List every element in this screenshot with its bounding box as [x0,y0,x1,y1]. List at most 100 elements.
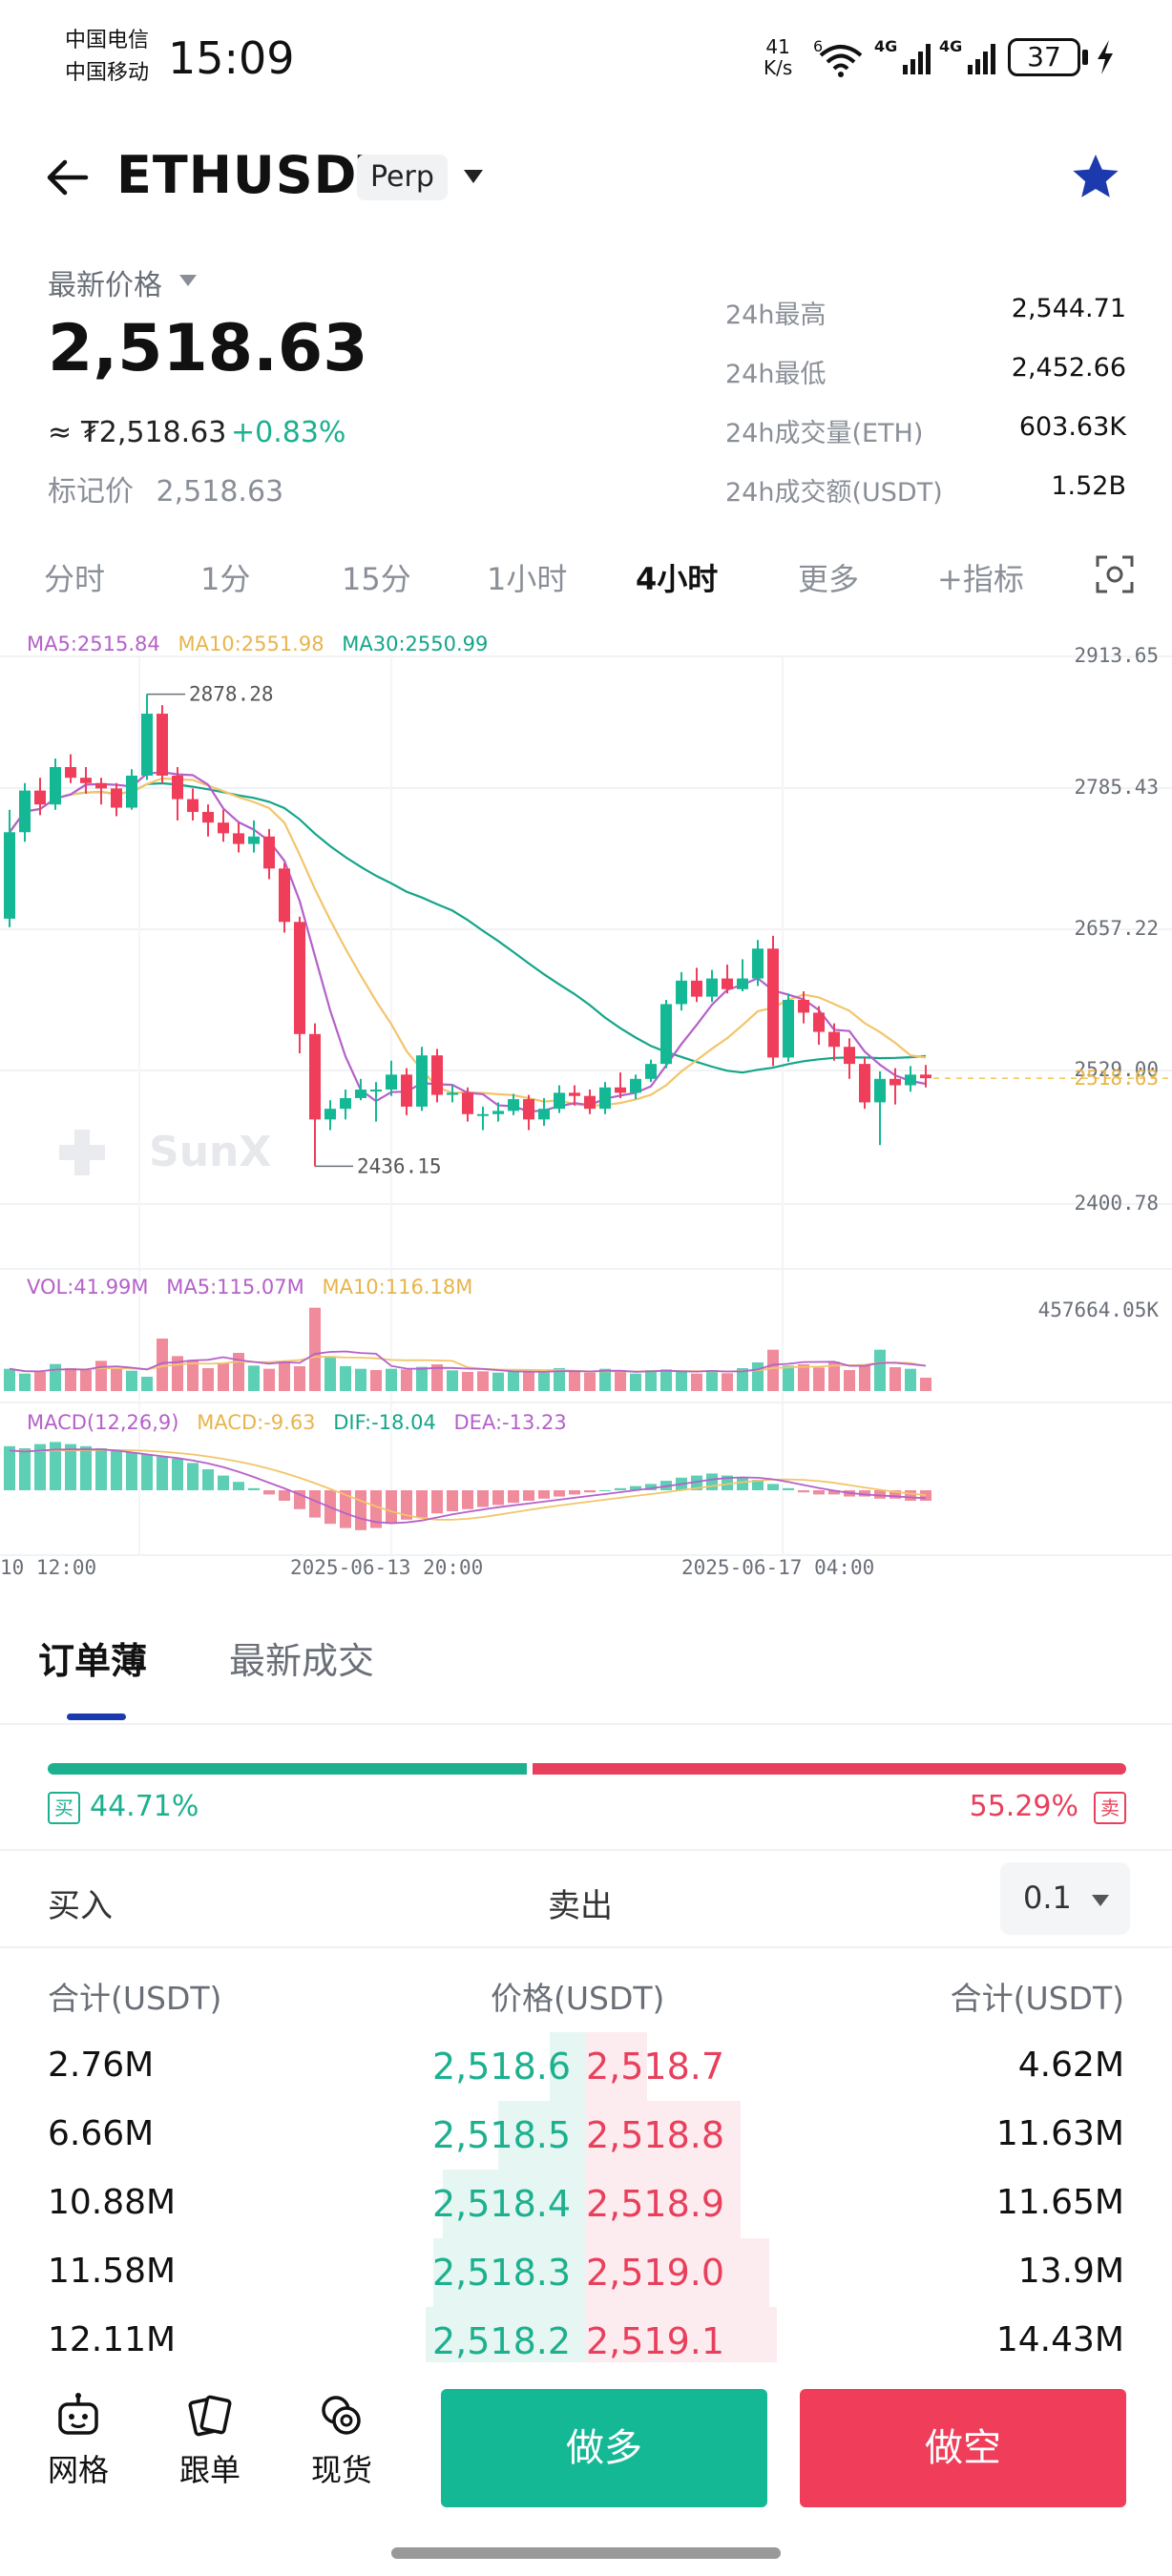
active-tab-indicator [67,1714,126,1720]
candle-body [569,1092,580,1096]
tab-timeframe-active[interactable]: 4小时 [636,561,719,597]
latest-price-caret-icon[interactable] [179,275,197,286]
volume-bar [783,1365,794,1391]
macd-bar [767,1484,779,1490]
home-indicator[interactable] [391,2547,781,2559]
volume-bar [752,1362,764,1391]
macd-bar [218,1475,229,1490]
tab-order-book[interactable]: 订单薄 [38,1640,148,1682]
tab-timeframe[interactable]: 1分 [200,561,251,597]
macd-bar [477,1490,489,1507]
volume-bar [599,1368,611,1391]
tab-timeframe[interactable]: 15分 [342,561,411,597]
volume-bar [447,1370,458,1391]
stat-value: 603.63K [1018,412,1126,442]
volume-bar [431,1364,443,1391]
volume-bar [569,1372,580,1391]
screenshot-frame-icon[interactable] [1094,553,1136,595]
order-book-row[interactable]: 12.11M 2,518.2 2,519.1 14.43M [0,2307,1172,2362]
volume-bar [554,1368,565,1391]
candlestick-chart[interactable]: SunX 2878.28 2436.15 MA5:2515.84 MA10:255… [0,620,1172,1593]
col-header-bid-total: 合计(USDT) [48,1980,222,2017]
contract-type-badge[interactable]: Perp [357,155,448,200]
signal-1-label: 4G [874,37,897,55]
macd-bar [370,1490,382,1528]
tab-indicators[interactable]: +指标 [937,561,1024,597]
volume-bar [920,1378,931,1391]
volume-bar [645,1370,657,1391]
side-buy-toggle[interactable]: 买入 [48,1887,113,1925]
macd-bar [431,1490,443,1514]
latest-price-label[interactable]: 最新价格 [48,269,162,302]
macd-bar [111,1450,122,1490]
candle-body [248,836,260,844]
stat-row-volume: 24h成交量(ETH) 603.63K [725,412,1126,450]
price-legend: MA5:2515.84 MA10:2551.98 MA30:2550.99 [27,633,488,655]
volume-bar [309,1307,321,1391]
macd-bar [828,1490,840,1495]
bid-price: 2,518.4 [431,2183,571,2225]
col-header-ask-total: 合计(USDT) [950,1980,1124,2017]
chevron-down-icon[interactable] [464,170,483,183]
candle-body [187,799,199,813]
depth-step-select[interactable]: 0.1 [1000,1862,1130,1935]
cards-icon [188,2395,232,2437]
bid-depth-bar [433,2238,586,2307]
nav-grid[interactable]: 网格 [31,2391,126,2490]
macd-value-legend: MACD:-9.63 [197,1411,315,1434]
candle-body [508,1099,519,1111]
order-book-row[interactable]: 10.88M 2,518.4 2,518.9 11.65M [0,2170,1172,2238]
side-sell-toggle[interactable]: 卖出 [548,1887,613,1925]
macd-bar [523,1490,534,1501]
bid-price: 2,518.2 [431,2320,571,2362]
nav-copy-trade[interactable]: 跟单 [162,2391,258,2490]
ma30-legend: MA30:2550.99 [342,633,488,655]
macd-bar [248,1487,260,1490]
tab-latest-trades[interactable]: 最新成交 [229,1640,375,1682]
volume-bar [111,1368,122,1391]
symbol-title[interactable]: ETHUSDT [116,145,394,205]
order-book-row[interactable]: 2.76M 2,518.6 2,518.7 4.62M [0,2032,1172,2101]
candle-body [202,812,214,823]
candle-body [676,980,687,1005]
candle-body [874,1078,886,1103]
tab-timeframe[interactable]: 更多 [798,561,860,597]
order-book-row[interactable]: 11.58M 2,518.3 2,519.0 13.9M [0,2238,1172,2307]
mark-price-row: 标记价 2,518.63 [48,467,283,509]
ma10-legend: MA10:2551.98 [178,633,324,655]
tab-timeframe[interactable]: 分时 [44,561,106,597]
volume-bar [19,1373,31,1391]
macd-bar [538,1490,550,1499]
divider [0,1723,1172,1725]
macd-bar [584,1490,596,1493]
candle-body [767,948,779,1058]
nav-spot[interactable]: 现货 [294,2391,389,2490]
candle-body [233,833,244,844]
macd-bar [752,1480,764,1490]
volume-bar [874,1349,886,1391]
order-book-row[interactable]: 6.66M 2,518.5 2,518.8 11.63M [0,2101,1172,2170]
macd-bar [95,1448,107,1490]
volume-bar [706,1370,718,1391]
macd-bar [599,1490,611,1491]
short-button[interactable]: 做空 [800,2389,1126,2507]
favorite-star-icon[interactable] [1069,151,1122,204]
candle-body [813,1012,825,1032]
tab-timeframe[interactable]: 1小时 [487,561,568,597]
volume-max-tick: 457664.05K [1038,1298,1160,1321]
long-button[interactable]: 做多 [441,2389,767,2507]
volume-bar [340,1366,351,1391]
change-percent: +0.83% [231,416,346,449]
candle-body [722,978,733,989]
macd-bar [279,1490,290,1501]
bid-depth-bar [443,2170,586,2238]
macd-bar [416,1490,428,1518]
candle-body [355,1090,366,1098]
carrier-2: 中国移动 [65,61,150,85]
macd-bar [447,1490,458,1511]
back-arrow-icon[interactable] [44,153,94,202]
candle-body [462,1092,473,1114]
sell-tag-icon: 卖 [1094,1792,1126,1824]
ask-depth-bar [586,2170,741,2238]
bid-total: 12.11M [48,2320,177,2359]
